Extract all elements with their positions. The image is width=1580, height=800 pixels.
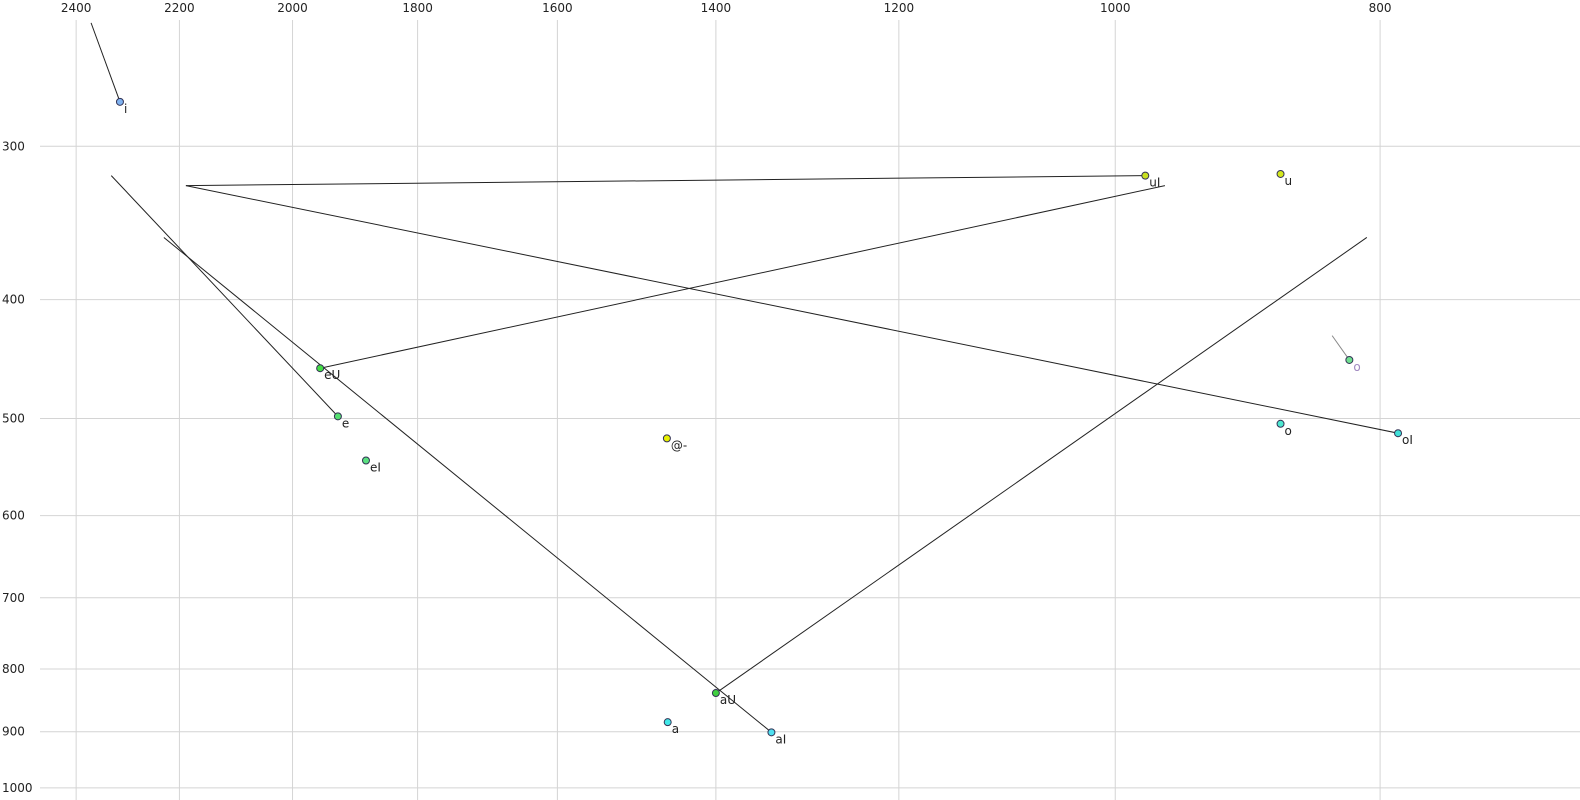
x-tick-label: 1800 <box>402 1 433 15</box>
x-tick-label: 1400 <box>701 1 732 15</box>
vowel-point <box>663 718 672 727</box>
vowel-label: uI <box>1149 176 1160 190</box>
y-tick-label: 600 <box>2 509 25 523</box>
y-tick-label: 700 <box>2 591 25 605</box>
trajectory <box>320 185 1166 369</box>
vowel-point <box>767 728 776 737</box>
y-tick-label: 900 <box>2 725 25 739</box>
vowel-label: aU <box>720 693 736 707</box>
vowel-label: a <box>672 722 679 736</box>
y-tick-label: 300 <box>2 139 25 153</box>
trajectory <box>185 185 1399 434</box>
vowel-label: aI <box>775 732 786 746</box>
vowel-label: eU <box>324 368 340 382</box>
vowel-point <box>1345 355 1354 364</box>
trajectory <box>1331 335 1350 361</box>
vowel-point <box>1394 429 1403 438</box>
vowel-label: @- <box>671 438 687 452</box>
vowel-label: i <box>124 102 127 116</box>
y-tick-label: 500 <box>2 411 25 425</box>
y-tick-label: 800 <box>2 662 25 676</box>
x-tick-label: 1600 <box>542 1 573 15</box>
vowel-label: eI <box>370 460 381 474</box>
vowel-label: u <box>1285 174 1293 188</box>
x-tick-label: 1000 <box>1100 1 1131 15</box>
vowel-label: e <box>342 416 349 430</box>
vowel-point <box>1276 169 1285 178</box>
x-tick-label: 2400 <box>61 1 92 15</box>
x-tick-label: 1200 <box>884 1 915 15</box>
vowel-label: o <box>1285 424 1292 438</box>
vowel-label: oI <box>1402 433 1413 447</box>
vowel-point <box>333 412 342 421</box>
y-tick-label: 400 <box>2 293 25 307</box>
trajectory <box>90 22 121 102</box>
y-tick-label: 1000 <box>2 781 33 795</box>
vowel-point <box>1276 419 1285 428</box>
trajectory <box>715 237 1368 694</box>
vowel-point <box>115 97 124 106</box>
vowel-point <box>1141 171 1150 180</box>
vowel-point <box>662 434 671 443</box>
trajectory <box>163 237 772 733</box>
vowel-point <box>316 364 325 373</box>
x-tick-label: 800 <box>1369 1 1392 15</box>
vowel-point <box>711 689 720 698</box>
vowel-label: o <box>1353 360 1360 374</box>
trajectory <box>110 175 339 417</box>
vowel-point <box>361 456 370 465</box>
x-tick-label: 2200 <box>164 1 195 15</box>
trajectory <box>185 175 1146 187</box>
x-tick-label: 2000 <box>277 1 308 15</box>
